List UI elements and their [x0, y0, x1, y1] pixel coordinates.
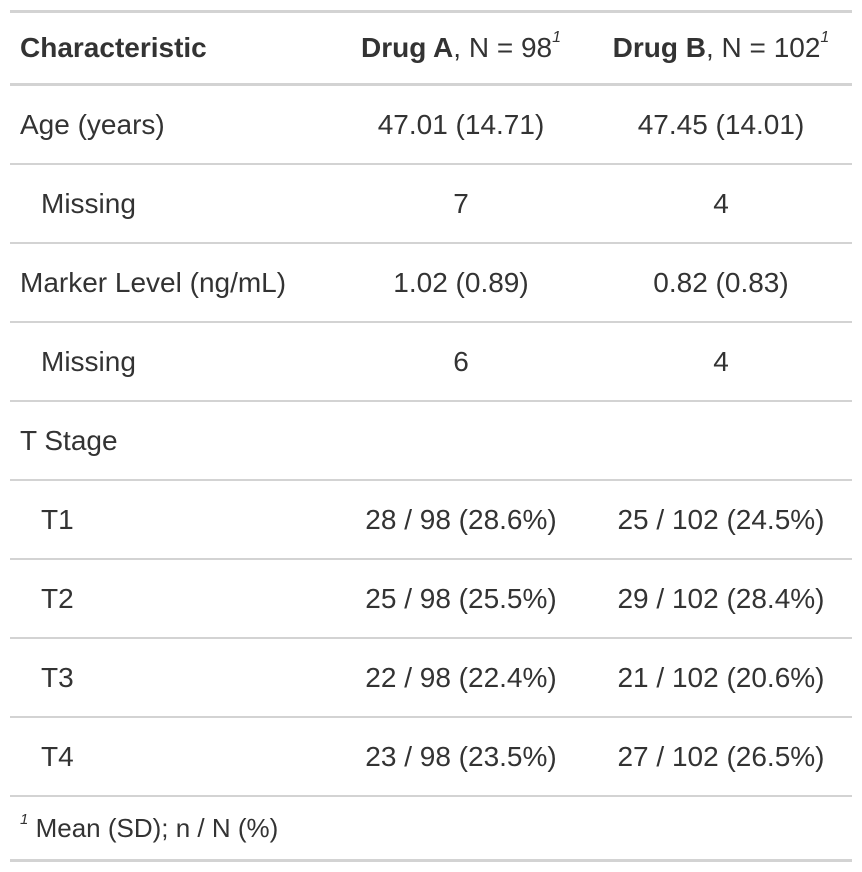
- cell-drug-b: 25 / 102 (24.5%): [590, 480, 852, 560]
- table-row: Missing 7 4: [10, 164, 852, 244]
- cell-drug-b: 21 / 102 (20.6%): [590, 638, 852, 718]
- footnote-text: Mean (SD); n / N (%): [35, 812, 279, 843]
- table-row: T3 22 / 98 (22.4%) 21 / 102 (20.6%): [10, 638, 852, 718]
- cell-drug-b: 47.45 (14.01): [590, 84, 852, 165]
- row-label: T2: [10, 559, 332, 639]
- row-label: Missing: [10, 322, 332, 402]
- table-row: Marker Level (ng/mL) 1.02 (0.89) 0.82 (0…: [10, 243, 852, 323]
- cell-drug-a: 1.02 (0.89): [332, 243, 590, 323]
- header-drug-a: Drug A, N = 981: [332, 11, 590, 86]
- table-row: T4 23 / 98 (23.5%) 27 / 102 (26.5%): [10, 717, 852, 797]
- cell-drug-b: [590, 401, 852, 481]
- header-characteristic-label: Characteristic: [20, 32, 207, 63]
- row-label: T3: [10, 638, 332, 718]
- table-row: Age (years) 47.01 (14.71) 47.45 (14.01): [10, 84, 852, 165]
- row-label: Marker Level (ng/mL): [10, 243, 332, 323]
- cell-drug-a: 28 / 98 (28.6%): [332, 480, 590, 560]
- cell-drug-a: 22 / 98 (22.4%): [332, 638, 590, 718]
- cell-drug-a: 25 / 98 (25.5%): [332, 559, 590, 639]
- footnote: 1 Mean (SD); n / N (%): [10, 796, 852, 862]
- cell-drug-a: 6: [332, 322, 590, 402]
- cell-drug-b: 29 / 102 (28.4%): [590, 559, 852, 639]
- row-label: Age (years): [10, 84, 332, 165]
- row-label: T Stage: [10, 401, 332, 481]
- cell-drug-b: 0.82 (0.83): [590, 243, 852, 323]
- header-drug-a-name: Drug A: [360, 32, 454, 63]
- header-drug-b-n: , N = 102: [706, 32, 821, 63]
- cell-drug-a: [332, 401, 590, 481]
- table-row: T2 25 / 98 (25.5%) 29 / 102 (28.4%): [10, 559, 852, 639]
- header-row: Characteristic Drug A, N = 981 Drug B, N…: [10, 11, 852, 86]
- summary-table: Characteristic Drug A, N = 981 Drug B, N…: [10, 10, 852, 862]
- footnote-row: 1 Mean (SD); n / N (%): [10, 796, 852, 862]
- row-label: T1: [10, 480, 332, 560]
- cell-drug-b: 4: [590, 322, 852, 402]
- summary-table-container: Characteristic Drug A, N = 981 Drug B, N…: [10, 10, 852, 862]
- header-drug-a-n: , N = 98: [453, 32, 553, 63]
- row-label: Missing: [10, 164, 332, 244]
- table-row: T Stage: [10, 401, 852, 481]
- header-characteristic: Characteristic: [10, 11, 332, 86]
- table-row: Missing 6 4: [10, 322, 852, 402]
- header-drug-b-name: Drug B: [612, 32, 706, 63]
- cell-drug-b: 4: [590, 164, 852, 244]
- header-drug-a-footnote-mark: 1: [552, 29, 562, 46]
- cell-drug-a: 23 / 98 (23.5%): [332, 717, 590, 797]
- header-drug-b: Drug B, N = 1021: [590, 11, 852, 86]
- cell-drug-b: 27 / 102 (26.5%): [590, 717, 852, 797]
- footnote-mark: 1: [20, 810, 29, 828]
- row-label: T4: [10, 717, 332, 797]
- table-row: T1 28 / 98 (28.6%) 25 / 102 (24.5%): [10, 480, 852, 560]
- cell-drug-a: 47.01 (14.71): [332, 84, 590, 165]
- header-drug-b-footnote-mark: 1: [820, 29, 830, 46]
- cell-drug-a: 7: [332, 164, 590, 244]
